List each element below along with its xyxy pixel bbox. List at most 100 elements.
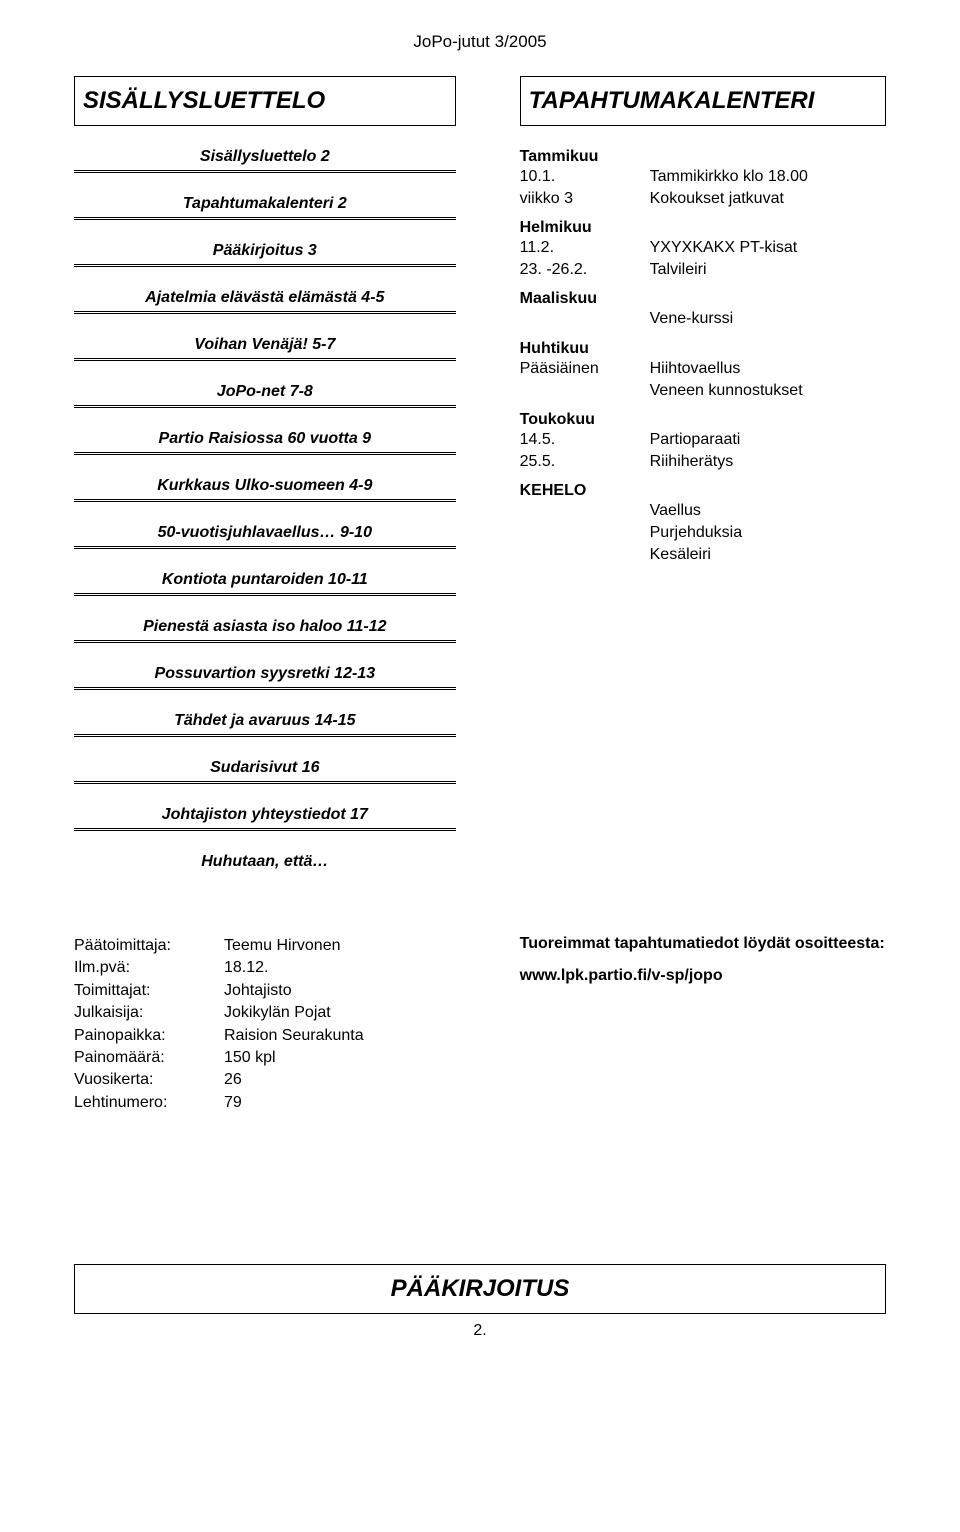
divider xyxy=(74,546,456,549)
imprint-row: Lehtinumero:79 xyxy=(74,1092,456,1114)
calendar-row: Vaellus xyxy=(520,500,886,522)
cal-key: viikko 3 xyxy=(520,188,650,210)
cal-val: Veneen kunnostukset xyxy=(650,380,886,402)
imprint-key: Julkaisija: xyxy=(74,1002,224,1024)
cal-val: Talvileiri xyxy=(650,259,886,281)
cal-val: Kesäleiri xyxy=(650,544,886,566)
divider xyxy=(74,264,456,267)
cal-val: YXYXKAKX PT-kisat xyxy=(650,237,886,259)
divider xyxy=(74,405,456,408)
toc-item: JoPo-net 7-8 xyxy=(74,383,456,401)
month-heading: Huhtikuu xyxy=(520,340,886,358)
divider xyxy=(74,687,456,690)
cal-key xyxy=(520,522,650,544)
imprint-val: 18.12. xyxy=(224,957,456,979)
month-tammikuu: Tammikuu 10.1.Tammikirkko klo 18.00 viik… xyxy=(520,148,886,209)
divider xyxy=(74,170,456,173)
calendar-row: PääsiäinenHiihtovaellus xyxy=(520,358,886,380)
toc-item: Partio Raisiossa 60 vuotta 9 xyxy=(74,430,456,448)
footer-title-box: PÄÄKIRJOITUS xyxy=(74,1264,886,1314)
cal-key xyxy=(520,500,650,522)
calendar-row: 23. -26.2.Talvileiri xyxy=(520,259,886,281)
divider xyxy=(74,828,456,831)
imprint-row: Julkaisija:Jokikylän Pojat xyxy=(74,1002,456,1024)
left-column: SISÄLLYSLUETTELO Sisällysluettelo 2 Tapa… xyxy=(74,76,456,875)
toc-item: Sudarisivut 16 xyxy=(74,759,456,777)
calendar-row: 11.2.YXYXKAKX PT-kisat xyxy=(520,237,886,259)
imprint-key: Painomäärä: xyxy=(74,1047,224,1069)
cal-val: Tammikirkko klo 18.00 xyxy=(650,166,886,188)
cal-val: Vene-kurssi xyxy=(650,308,886,330)
calendar-row: Vene-kurssi xyxy=(520,308,886,330)
cal-val: Vaellus xyxy=(650,500,886,522)
imprint-key: Painopaikka: xyxy=(74,1025,224,1047)
cal-key: 14.5. xyxy=(520,429,650,451)
imprint-row: Painopaikka:Raision Seurakunta xyxy=(74,1025,456,1047)
toc-item: Sisällysluettelo 2 xyxy=(74,148,456,166)
toc-item: Pääkirjoitus 3 xyxy=(74,242,456,260)
month-toukokuu: Toukokuu 14.5.Partioparaati 25.5.Riihihe… xyxy=(520,411,886,472)
month-heading: KEHELO xyxy=(520,482,886,500)
cal-key xyxy=(520,380,650,402)
cal-val: Kokoukset jatkuvat xyxy=(650,188,886,210)
cal-val: Purjehduksia xyxy=(650,522,886,544)
cal-val: Partioparaati xyxy=(650,429,886,451)
divider xyxy=(74,311,456,314)
imprint-key: Lehtinumero: xyxy=(74,1092,224,1114)
more-info-heading: Tuoreimmat tapahtumatiedot löydät osoitt… xyxy=(520,935,886,953)
toc-item: Huhutaan, että… xyxy=(74,853,456,871)
calendar-row: Kesäleiri xyxy=(520,544,886,566)
calendar-row: 14.5.Partioparaati xyxy=(520,429,886,451)
imprint-val: Teemu Hirvonen xyxy=(224,935,456,957)
toc-item: Kurkkaus Ulko-suomeen 4-9 xyxy=(74,477,456,495)
calendar-row: viikko 3Kokoukset jatkuvat xyxy=(520,188,886,210)
cal-key: 23. -26.2. xyxy=(520,259,650,281)
divider xyxy=(74,217,456,220)
toc-item: Kontiota puntaroiden 10-11 xyxy=(74,571,456,589)
divider xyxy=(74,593,456,596)
cal-key: 10.1. xyxy=(520,166,650,188)
imprint-val: 150 kpl xyxy=(224,1047,456,1069)
calendar-row: Veneen kunnostukset xyxy=(520,380,886,402)
imprint-key: Toimittajat: xyxy=(74,980,224,1002)
cal-key: 11.2. xyxy=(520,237,650,259)
imprint-left: Päätoimittaja:Teemu Hirvonen Ilm.pvä:18.… xyxy=(74,935,456,1114)
imprint-section: Päätoimittaja:Teemu Hirvonen Ilm.pvä:18.… xyxy=(74,935,886,1114)
more-info-url: www.lpk.partio.fi/v-sp/jopo xyxy=(520,967,886,985)
calendar-row: 25.5.Riihiherätys xyxy=(520,451,886,473)
toc-item: Johtajiston yhteystiedot 17 xyxy=(74,806,456,824)
toc-title-box: SISÄLLYSLUETTELO xyxy=(74,76,456,126)
divider xyxy=(74,734,456,737)
divider xyxy=(74,781,456,784)
divider xyxy=(74,452,456,455)
imprint-val: 26 xyxy=(224,1069,456,1091)
imprint-val: 79 xyxy=(224,1092,456,1114)
imprint-key: Vuosikerta: xyxy=(74,1069,224,1091)
calendar-title-box: TAPAHTUMAKALENTERI xyxy=(520,76,886,126)
month-heading: Tammikuu xyxy=(520,148,886,166)
toc-item: 50-vuotisjuhlavaellus… 9-10 xyxy=(74,524,456,542)
cal-val: Riihiherätys xyxy=(650,451,886,473)
month-heading: Helmikuu xyxy=(520,219,886,237)
month-heading: Toukokuu xyxy=(520,411,886,429)
cal-key: 25.5. xyxy=(520,451,650,473)
toc-item: Possuvartion syysretki 12-13 xyxy=(74,665,456,683)
imprint-row: Ilm.pvä:18.12. xyxy=(74,957,456,979)
running-header: JoPo-jutut 3/2005 xyxy=(74,32,886,52)
page: JoPo-jutut 3/2005 SISÄLLYSLUETTELO Sisäl… xyxy=(0,0,960,1532)
toc-item: Tapahtumakalenteri 2 xyxy=(74,195,456,213)
imprint-row: Toimittajat:Johtajisto xyxy=(74,980,456,1002)
imprint-row: Painomäärä:150 kpl xyxy=(74,1047,456,1069)
cal-val: Hiihtovaellus xyxy=(650,358,886,380)
right-column: TAPAHTUMAKALENTERI Tammikuu 10.1.Tammiki… xyxy=(520,76,886,875)
imprint-val: Johtajisto xyxy=(224,980,456,1002)
imprint-val: Raision Seurakunta xyxy=(224,1025,456,1047)
calendar-row: 10.1.Tammikirkko klo 18.00 xyxy=(520,166,886,188)
month-maaliskuu: Maaliskuu Vene-kurssi xyxy=(520,290,886,330)
divider xyxy=(74,358,456,361)
imprint-right: Tuoreimmat tapahtumatiedot löydät osoitt… xyxy=(520,935,886,1114)
toc-item: Tähdet ja avaruus 14-15 xyxy=(74,712,456,730)
toc-item: Voihan Venäjä! 5-7 xyxy=(74,336,456,354)
divider xyxy=(74,640,456,643)
month-helmikuu: Helmikuu 11.2.YXYXKAKX PT-kisat 23. -26.… xyxy=(520,219,886,280)
